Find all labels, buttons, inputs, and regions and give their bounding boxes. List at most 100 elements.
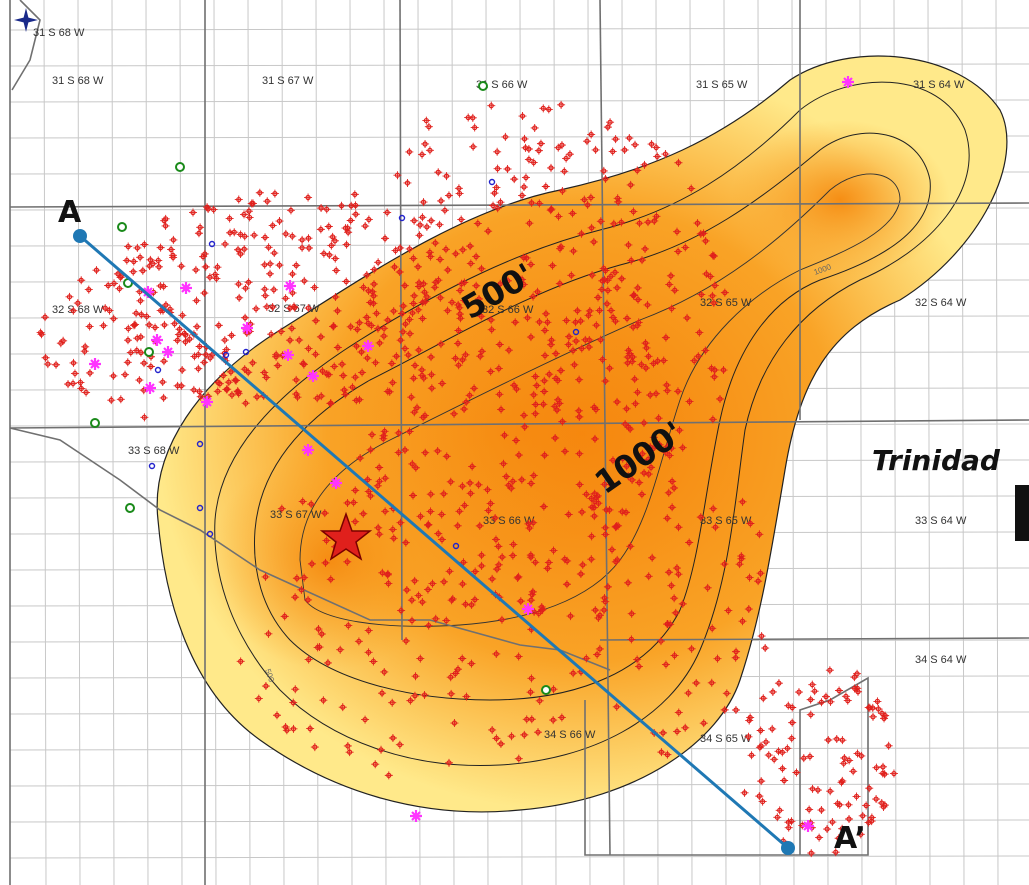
well-symbol-icon	[196, 223, 205, 232]
well-symbol-icon	[474, 480, 483, 489]
well-symbol-icon	[388, 525, 397, 534]
well-symbol-icon	[756, 726, 765, 735]
well-symbol-icon	[747, 751, 756, 760]
well-symbol-icon	[192, 322, 201, 331]
section-end-point[interactable]	[781, 841, 795, 855]
well-symbol-icon	[466, 242, 475, 251]
well-symbol-icon	[554, 212, 563, 221]
well-symbol-icon	[808, 680, 817, 689]
well-symbol-icon	[606, 272, 615, 281]
well-symbol-icon	[720, 288, 729, 297]
well-symbol-icon	[424, 621, 433, 630]
well-symbol-icon	[450, 409, 459, 418]
well-symbol-icon	[342, 240, 351, 249]
gas-well-icon	[148, 462, 156, 470]
well-symbol-icon	[496, 739, 505, 748]
well-symbol-icon	[59, 336, 68, 345]
well-symbol-icon	[835, 686, 844, 695]
well-symbol-icon	[520, 134, 529, 143]
well-symbol-icon	[674, 570, 683, 579]
well-symbol-icon	[126, 348, 135, 357]
gas-well-icon	[196, 440, 204, 448]
well-symbol-icon	[405, 315, 414, 324]
well-symbol-icon	[359, 283, 368, 292]
well-symbol-icon	[123, 358, 132, 367]
well-symbol-icon	[585, 335, 594, 344]
well-symbol-icon	[451, 354, 460, 363]
well-symbol-icon	[444, 758, 453, 767]
well-symbol-icon	[633, 283, 642, 292]
well-symbol-icon	[77, 384, 86, 393]
highlight-well-icon	[410, 810, 422, 822]
well-symbol-icon	[499, 459, 508, 468]
well-symbol-icon	[116, 395, 125, 404]
well-symbol-icon	[612, 702, 621, 711]
well-symbol-icon	[466, 259, 475, 268]
well-symbol-icon	[675, 426, 684, 435]
well-symbol-icon	[783, 744, 792, 753]
well-symbol-icon	[442, 616, 451, 625]
well-symbol-icon	[351, 517, 360, 526]
well-symbol-icon	[323, 658, 332, 667]
well-symbol-icon	[693, 219, 702, 228]
well-symbol-icon	[289, 302, 298, 311]
well-symbol-icon	[405, 147, 414, 156]
well-symbol-icon	[292, 375, 301, 384]
well-symbol-icon	[841, 692, 850, 701]
well-symbol-icon	[562, 580, 571, 589]
well-symbol-icon	[652, 389, 661, 398]
well-symbol-icon	[516, 597, 525, 606]
well-symbol-icon	[200, 358, 209, 367]
well-symbol-icon	[343, 498, 352, 507]
well-symbol-icon	[460, 296, 469, 305]
well-symbol-icon	[494, 364, 503, 373]
well-symbol-icon	[652, 143, 661, 152]
contour-tick-500: 500	[263, 668, 276, 684]
well-symbol-icon	[572, 337, 581, 346]
well-symbol-icon	[754, 577, 763, 586]
well-symbol-icon	[467, 600, 476, 609]
well-symbol-icon	[424, 122, 433, 131]
well-symbol-icon	[566, 612, 575, 621]
well-symbol-icon	[132, 346, 141, 355]
well-symbol-icon	[849, 767, 858, 776]
well-symbol-icon	[854, 687, 863, 696]
well-symbol-icon	[419, 198, 428, 207]
cross-section-line[interactable]	[73, 229, 795, 855]
well-symbol-icon	[177, 262, 186, 271]
gas-well-icon	[208, 240, 216, 248]
well-symbol-icon	[133, 243, 142, 252]
well-symbol-icon	[575, 480, 584, 489]
well-symbol-icon	[650, 216, 659, 225]
dry-hole-icon	[175, 162, 185, 172]
well-symbol-icon	[623, 358, 632, 367]
well-symbol-icon	[316, 225, 325, 234]
well-symbol-icon	[540, 376, 549, 385]
well-symbol-icon	[467, 659, 476, 668]
well-symbol-icon	[667, 581, 676, 590]
well-symbol-icon	[805, 752, 814, 761]
well-symbol-icon	[526, 260, 535, 269]
well-symbol-icon	[437, 510, 446, 519]
well-symbol-icon	[410, 361, 419, 370]
well-symbol-icon	[573, 306, 582, 315]
well-symbol-icon	[577, 229, 586, 238]
well-symbol-icon	[510, 381, 519, 390]
well-symbol-icon	[304, 304, 313, 313]
well-symbol-icon	[674, 708, 683, 717]
well-symbol-icon	[529, 158, 538, 167]
well-symbol-icon	[446, 477, 455, 486]
well-symbol-icon	[874, 704, 883, 713]
well-symbol-icon	[298, 497, 307, 506]
well-symbol-icon	[601, 523, 610, 532]
well-symbol-icon	[222, 385, 231, 394]
well-symbol-icon	[443, 306, 452, 315]
section-start-point[interactable]	[73, 229, 87, 243]
well-symbol-icon	[378, 689, 387, 698]
twp-label: 31 S 66 W	[476, 79, 528, 91]
well-symbol-icon	[391, 246, 400, 255]
well-symbol-icon	[646, 443, 655, 452]
well-symbol-icon	[587, 532, 596, 541]
well-symbol-icon	[458, 482, 467, 491]
well-symbol-icon	[880, 801, 889, 810]
